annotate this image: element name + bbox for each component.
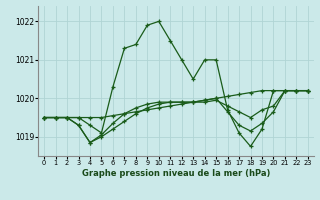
X-axis label: Graphe pression niveau de la mer (hPa): Graphe pression niveau de la mer (hPa) — [82, 169, 270, 178]
